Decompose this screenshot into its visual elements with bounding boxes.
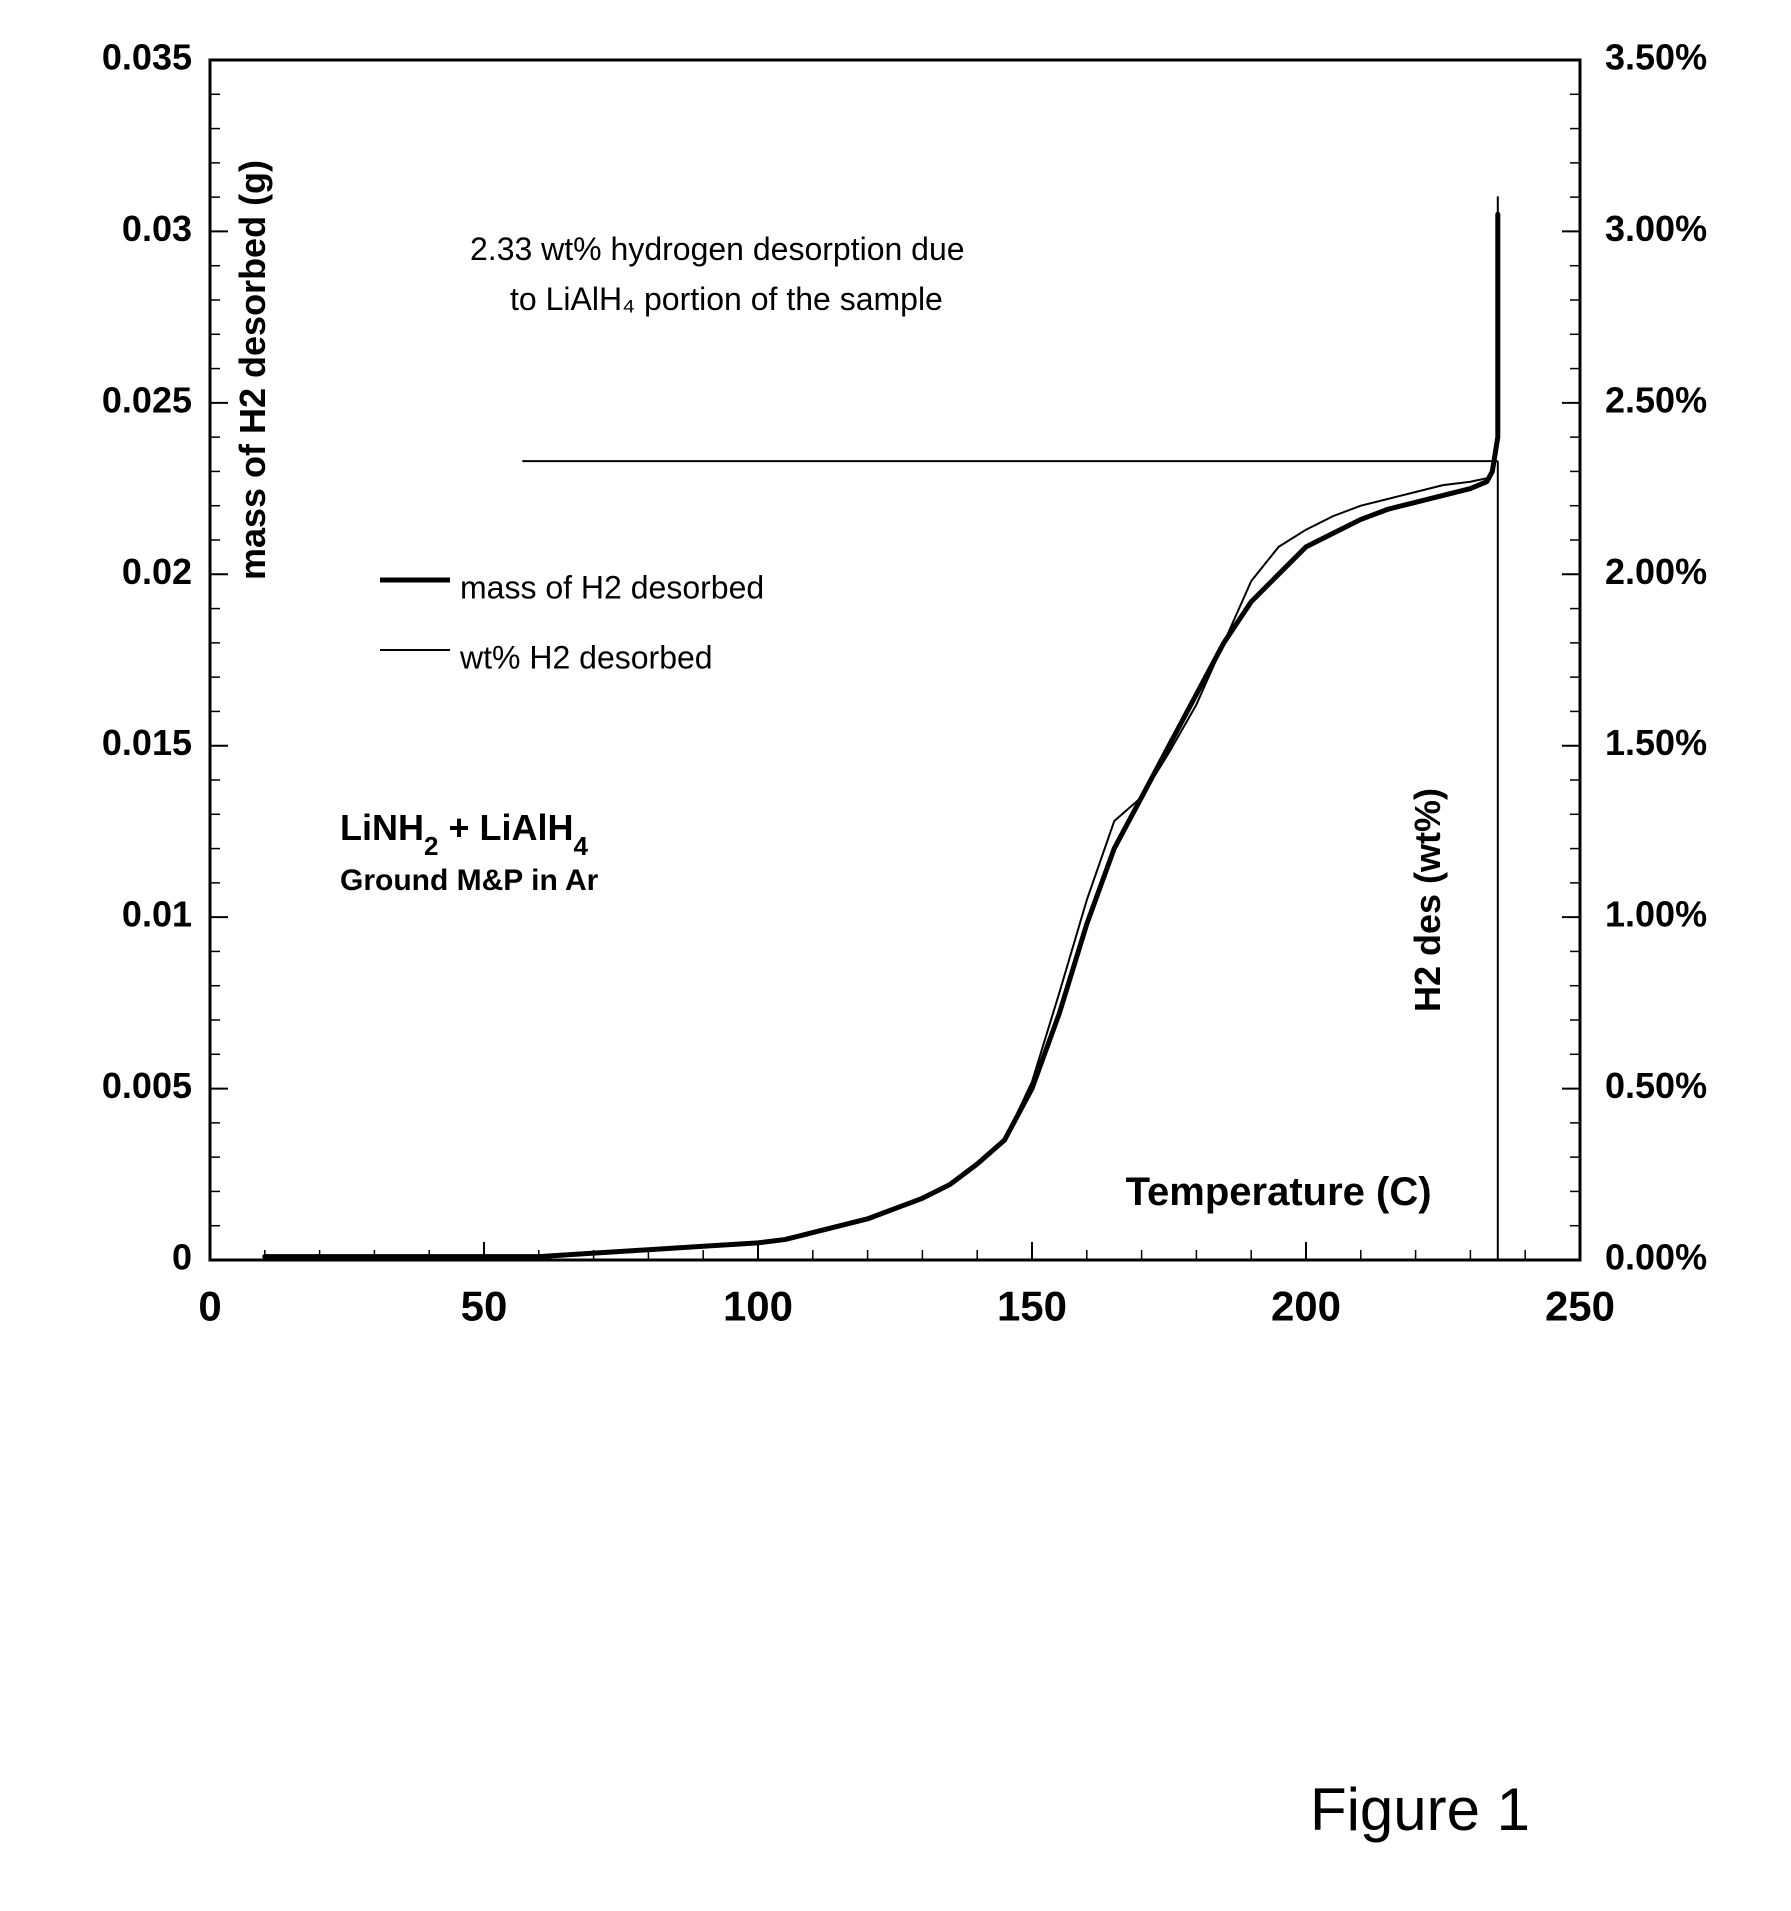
y-left-axis-title: mass of H2 desorbed (g) bbox=[232, 160, 273, 580]
x-tick-label: 100 bbox=[723, 1282, 793, 1329]
legend-label-1: wt% H2 desorbed bbox=[459, 639, 713, 675]
y-right-tick-label: 2.00% bbox=[1605, 551, 1707, 592]
y-right-tick-label: 0.50% bbox=[1605, 1065, 1707, 1106]
y-left-tick-label: 0.025 bbox=[102, 379, 192, 420]
annotation-line-1: 2.33 wt% hydrogen desorption due bbox=[470, 231, 965, 267]
sample-label-line-2: Ground M&P in Ar bbox=[340, 864, 599, 897]
y-right-tick-label: 3.50% bbox=[1605, 37, 1707, 78]
y-right-axis-title: H2 des (wt%) bbox=[1407, 788, 1448, 1012]
y-right-tick-label: 2.50% bbox=[1605, 379, 1707, 420]
x-tick-label: 0 bbox=[198, 1282, 221, 1329]
x-tick-label: 150 bbox=[997, 1282, 1067, 1329]
y-right-tick-label: 1.50% bbox=[1605, 722, 1707, 763]
y-left-tick-label: 0.005 bbox=[102, 1065, 192, 1106]
page: 0 50 100 150 200 250 0 0.005 0.01 0.015 0.02 0.025 0… bbox=[0, 0, 1791, 1911]
y-right-tick-label: 1.00% bbox=[1605, 894, 1707, 935]
annotation-line-2: to LiAlH₄ portion of the sample bbox=[510, 281, 943, 317]
figure-caption: Figure 1 bbox=[1310, 1776, 1530, 1843]
y-left-tick-label: 0.015 bbox=[102, 722, 192, 763]
chart-svg: 0 50 100 150 200 250 0 0.005 0.01 0.015 0.02 0.025 0… bbox=[0, 0, 1791, 1911]
y-right-tick-label: 3.00% bbox=[1605, 208, 1707, 249]
x-tick-label: 50 bbox=[461, 1282, 508, 1329]
y-left-tick-label: 0.035 bbox=[102, 37, 192, 78]
y-left-tick-label: 0.01 bbox=[122, 894, 192, 935]
x-axis-title: Temperature (C) bbox=[1126, 1170, 1432, 1214]
y-left-tick-label: 0 bbox=[172, 1237, 192, 1278]
legend-label-0: mass of H2 desorbed bbox=[460, 569, 764, 605]
y-right-tick-label: 0.00% bbox=[1605, 1237, 1707, 1278]
x-tick-label: 250 bbox=[1545, 1282, 1615, 1329]
y-left-tick-label: 0.03 bbox=[122, 208, 192, 249]
x-tick-label: 200 bbox=[1271, 1282, 1341, 1329]
y-left-tick-label: 0.02 bbox=[122, 551, 192, 592]
